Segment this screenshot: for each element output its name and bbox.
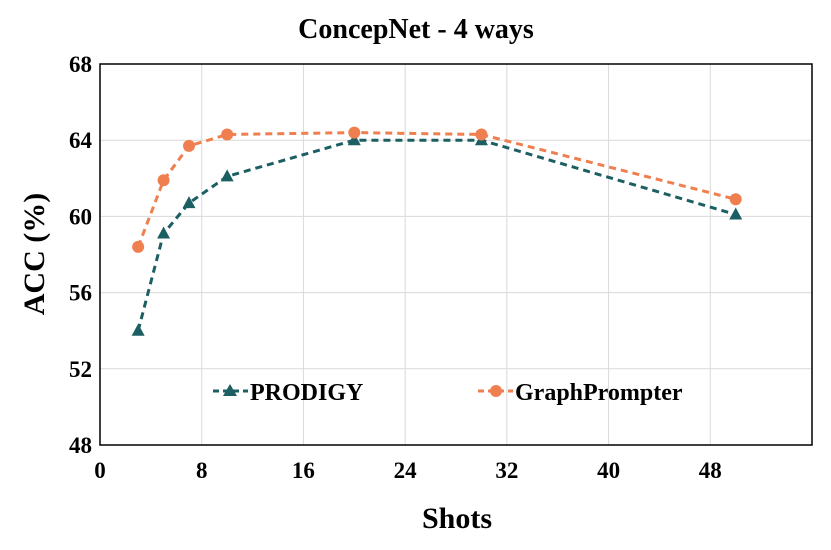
legend-label-graphprompter: GraphPrompter	[515, 380, 683, 406]
grid	[100, 64, 812, 445]
legend-item-prodigy[interactable]: PRODIGY	[213, 380, 363, 406]
data-point-graphprompter[interactable]	[729, 193, 742, 206]
series-layer	[131, 126, 743, 336]
y-tick-label: 64	[69, 128, 93, 153]
y-axis-label: ACC (%)	[18, 193, 51, 315]
x-tick-label: 8	[196, 458, 208, 483]
data-point-prodigy[interactable]	[157, 226, 171, 239]
plot-area-frame	[99, 63, 813, 446]
data-point-prodigy[interactable]	[131, 323, 145, 336]
y-tick-label: 56	[69, 281, 92, 306]
y-tick-label: 68	[69, 52, 92, 77]
data-point-graphprompter[interactable]	[221, 128, 234, 141]
data-point-prodigy[interactable]	[729, 207, 743, 220]
x-tick-label: 32	[495, 458, 518, 483]
y-tick-label: 60	[69, 204, 92, 229]
legend-marker-graphprompter	[490, 385, 502, 397]
series-prodigy	[131, 133, 743, 336]
legend: PRODIGY GraphPrompter	[213, 380, 683, 406]
series-graphprompter	[132, 126, 742, 253]
legend-marker-prodigy	[223, 384, 237, 396]
y-tick-label: 52	[69, 357, 92, 382]
x-tick-label: 16	[292, 458, 315, 483]
x-tick-label: 0	[94, 458, 106, 483]
legend-label-prodigy: PRODIGY	[250, 380, 363, 406]
x-tick-label: 48	[699, 458, 722, 483]
series-line-prodigy	[136, 138, 737, 332]
x-tick-label: 24	[394, 458, 418, 483]
tick-labels: 48 52 56 60 64 68 0 8 16 24 32 40 48	[69, 52, 722, 483]
data-point-prodigy[interactable]	[182, 196, 196, 209]
legend-item-graphprompter[interactable]: GraphPrompter	[478, 380, 683, 406]
x-tick-label: 40	[597, 458, 620, 483]
data-point-graphprompter[interactable]	[132, 240, 145, 253]
chart-title: ConcepNet - 4 ways	[298, 14, 534, 45]
data-point-prodigy[interactable]	[347, 133, 361, 146]
data-point-graphprompter[interactable]	[183, 139, 195, 152]
y-tick-label: 48	[69, 433, 92, 458]
x-axis-label: Shots	[422, 502, 492, 535]
data-point-graphprompter[interactable]	[475, 128, 488, 141]
data-point-graphprompter[interactable]	[348, 126, 361, 139]
data-point-prodigy[interactable]	[220, 169, 234, 182]
data-point-graphprompter[interactable]	[157, 174, 170, 187]
